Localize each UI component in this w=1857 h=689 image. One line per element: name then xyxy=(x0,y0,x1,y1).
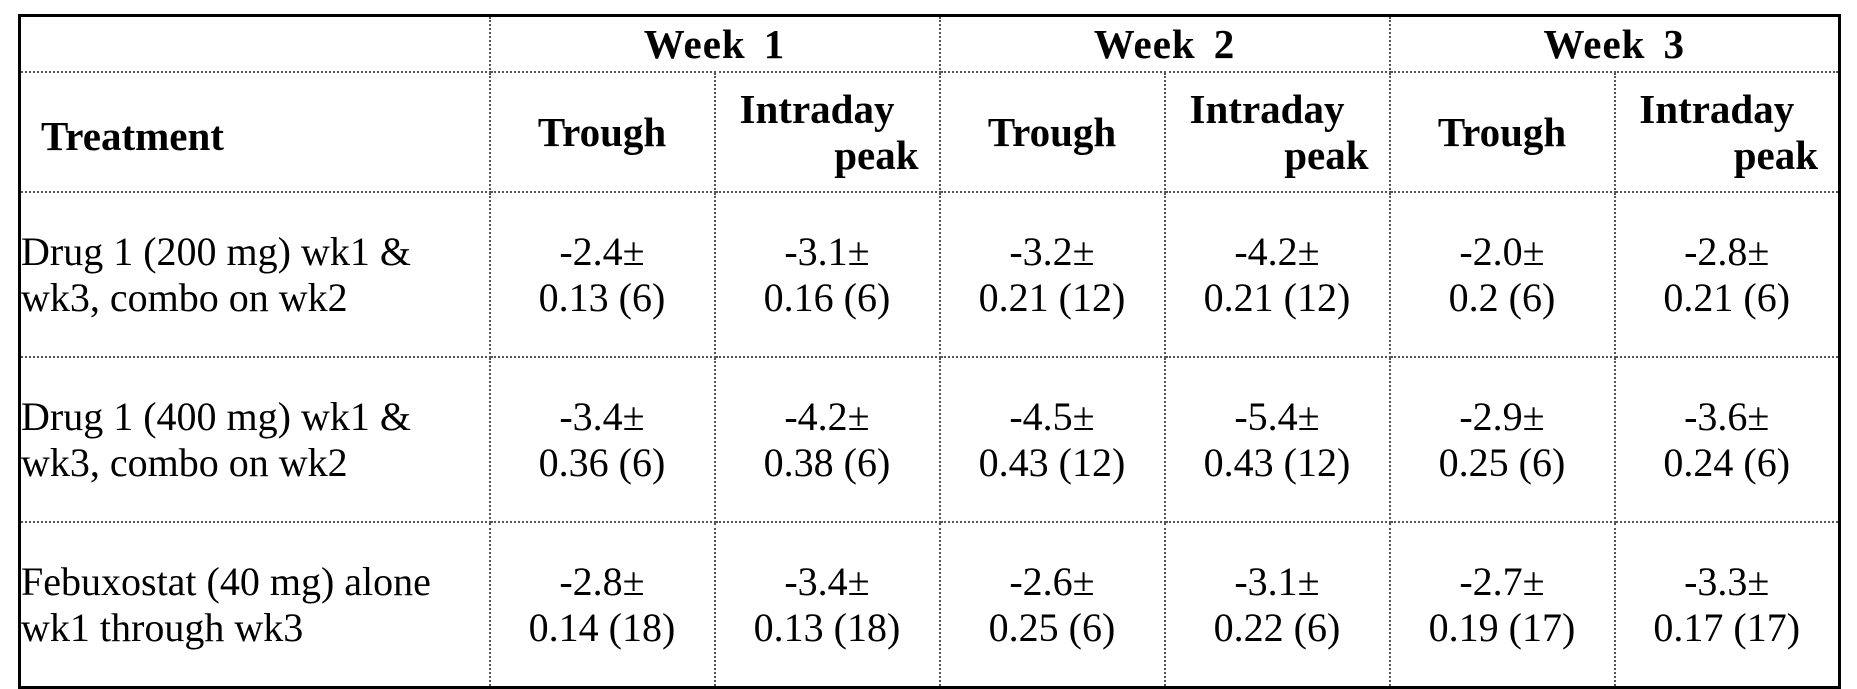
table-row: Febuxostat (40 mg) alone wk1 through wk3… xyxy=(20,522,1840,688)
value-cell: -3.4±0.36 (6) xyxy=(490,357,715,522)
table-row: Drug 1 (200 mg) wk1 & wk3, combo on wk2 … xyxy=(20,192,1840,357)
trough-header: Trough xyxy=(490,72,715,192)
value-cell: -4.2±0.38 (6) xyxy=(715,357,940,522)
intraday-peak-header: Intradaypeak xyxy=(715,72,940,192)
week-2-header: Week2 xyxy=(940,16,1390,73)
value-cell: -4.5±0.43 (12) xyxy=(940,357,1165,522)
value-cell: -3.1±0.16 (6) xyxy=(715,192,940,357)
treatment-cell: Drug 1 (400 mg) wk1 & wk3, combo on wk2 xyxy=(20,357,490,522)
value-cell: -3.1±0.22 (6) xyxy=(1165,522,1390,688)
intraday-peak-header: Intradaypeak xyxy=(1615,72,1840,192)
trough-header: Trough xyxy=(1390,72,1615,192)
treatment-header: Treatment xyxy=(20,72,490,192)
value-cell: -2.9±0.25 (6) xyxy=(1390,357,1615,522)
value-cell: -3.2±0.21 (12) xyxy=(940,192,1165,357)
week-1-header: Week1 xyxy=(490,16,940,73)
value-cell: -3.6±0.24 (6) xyxy=(1615,357,1840,522)
table-row: Drug 1 (400 mg) wk1 & wk3, combo on wk2 … xyxy=(20,357,1840,522)
value-cell: -5.4±0.43 (12) xyxy=(1165,357,1390,522)
treatment-cell: Febuxostat (40 mg) alone wk1 through wk3 xyxy=(20,522,490,688)
week-3-header: Week3 xyxy=(1390,16,1840,73)
empty-corner-cell xyxy=(20,16,490,73)
value-cell: -2.7±0.19 (17) xyxy=(1390,522,1615,688)
intraday-peak-header: Intradaypeak xyxy=(1165,72,1390,192)
value-cell: -2.6±0.25 (6) xyxy=(940,522,1165,688)
value-cell: -3.4±0.13 (18) xyxy=(715,522,940,688)
results-table: Week1 Week2 Week3 Treatment Trough Intra… xyxy=(18,14,1841,689)
value-cell: -4.2±0.21 (12) xyxy=(1165,192,1390,357)
value-cell: -2.8±0.21 (6) xyxy=(1615,192,1840,357)
subheader-row: Treatment Trough Intradaypeak Trough Int… xyxy=(20,72,1840,192)
value-cell: -2.0±0.2 (6) xyxy=(1390,192,1615,357)
value-cell: -3.3±0.17 (17) xyxy=(1615,522,1840,688)
value-cell: -2.8±0.14 (18) xyxy=(490,522,715,688)
treatment-cell: Drug 1 (200 mg) wk1 & wk3, combo on wk2 xyxy=(20,192,490,357)
week-header-row: Week1 Week2 Week3 xyxy=(20,16,1840,73)
value-cell: -2.4±0.13 (6) xyxy=(490,192,715,357)
trough-header: Trough xyxy=(940,72,1165,192)
